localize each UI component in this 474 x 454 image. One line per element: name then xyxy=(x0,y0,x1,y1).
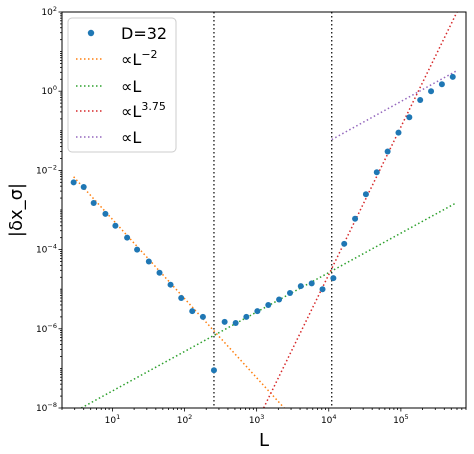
x-axis-label: L xyxy=(259,430,269,451)
data-point xyxy=(210,367,217,374)
data-point xyxy=(112,222,119,229)
data-point xyxy=(221,318,228,325)
data-point xyxy=(189,308,196,315)
y-tick-label: 10−2 xyxy=(36,163,57,176)
data-point xyxy=(199,313,206,320)
data-point xyxy=(319,286,326,293)
data-point xyxy=(145,258,152,265)
data-point xyxy=(156,269,163,276)
data-point xyxy=(362,191,369,198)
x-tick-label: 104 xyxy=(321,413,337,426)
fit-line-3 xyxy=(262,12,458,408)
data-point xyxy=(428,88,435,95)
data-point xyxy=(449,73,456,80)
data-point xyxy=(124,234,131,241)
legend-label: ∝L3.75 xyxy=(121,100,166,121)
data-point xyxy=(102,210,109,217)
legend-label: ∝L−2 xyxy=(121,48,158,69)
legend-label: ∝L xyxy=(121,77,141,96)
legend: D=32 ∝L−2 ∝L ∝L3.75 ∝L xyxy=(67,17,177,153)
data-point xyxy=(297,283,304,290)
data-point xyxy=(341,240,348,247)
y-tick-label: 10−6 xyxy=(36,322,57,335)
data-point xyxy=(395,129,402,136)
data-point xyxy=(178,294,185,301)
data-point xyxy=(276,296,283,303)
x-tick-label: 101 xyxy=(105,413,121,426)
y-tick-label: 10−4 xyxy=(36,243,57,256)
x-tick-label: 102 xyxy=(177,413,193,426)
data-point xyxy=(80,184,87,191)
data-point xyxy=(167,281,174,288)
x-tick-label: 105 xyxy=(393,413,409,426)
y-tick-label: 102 xyxy=(41,5,57,18)
x-tick-label: 103 xyxy=(249,413,265,426)
data-point xyxy=(384,148,391,155)
data-point xyxy=(90,200,97,207)
data-point xyxy=(373,169,380,176)
y-tick-label: 10−8 xyxy=(36,401,57,414)
legend-marker xyxy=(87,29,95,37)
data-point xyxy=(330,275,337,282)
fit-lines xyxy=(73,12,458,408)
data-point xyxy=(232,320,239,327)
data-point xyxy=(243,313,250,320)
data-point xyxy=(286,290,293,297)
y-tick-label: 100 xyxy=(41,84,57,97)
y-axis-label: |δx_σ| xyxy=(6,183,27,237)
data-point xyxy=(438,81,445,88)
data-point xyxy=(308,280,315,287)
legend-label: ∝L xyxy=(121,128,141,147)
fit-line-1 xyxy=(73,176,286,408)
y-axis-ticks: 10−8 10−6 10−4 10−2 100 102 xyxy=(36,5,62,414)
data-point xyxy=(352,215,359,222)
legend-frame xyxy=(67,17,177,153)
data-point xyxy=(70,179,77,186)
legend-label: D=32 xyxy=(121,24,167,43)
x-axis-ticks: 101 102 103 104 105 xyxy=(61,408,467,426)
fit-line-4 xyxy=(331,70,457,141)
data-point xyxy=(134,246,141,253)
data-point xyxy=(417,96,424,103)
vertical-reference-lines xyxy=(213,12,333,408)
data-point xyxy=(265,301,272,308)
data-point xyxy=(406,114,413,121)
data-points xyxy=(70,73,456,374)
data-point xyxy=(254,308,261,315)
